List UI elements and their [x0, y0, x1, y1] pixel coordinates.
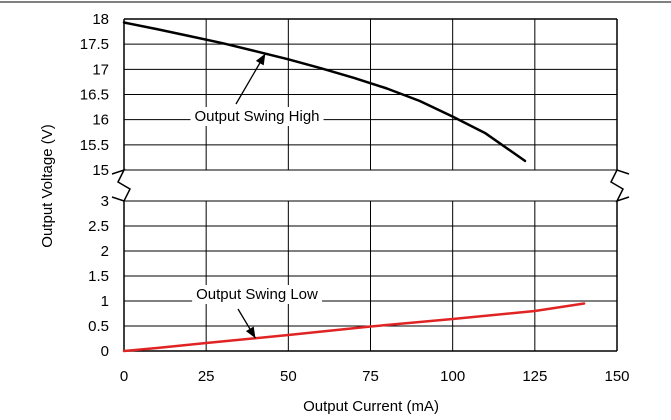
- tick-labels: 0 25 50 75 100 125 150 15 15.5 16 16.5 17 17.5 18 0 0.5…: [80, 11, 630, 385]
- x-tick-label: 75: [362, 368, 379, 385]
- x-tick-label: 0: [120, 368, 128, 385]
- axis-break-gap: [110, 171, 640, 200]
- y-tick-label: 16.5: [80, 87, 109, 104]
- y-tick-label: 15: [92, 162, 109, 179]
- axis-break-left: [111, 168, 131, 202]
- series-lines: [122, 21, 586, 353]
- series-line: [122, 302, 586, 353]
- y-tick-label: 18: [92, 11, 109, 28]
- x-tick-label: 25: [198, 368, 215, 385]
- plot-frame: [110, 18, 640, 352]
- annotation-bg: [190, 107, 324, 126]
- x-tick-label: 125: [522, 368, 547, 385]
- y-tick-label: 0.5: [88, 318, 109, 335]
- y-tick-label: 3: [101, 193, 109, 210]
- x-tick-label: 150: [604, 368, 629, 385]
- y-tick-label: 0: [101, 343, 109, 360]
- annotation-bg: [192, 285, 323, 304]
- x-tick-label: 100: [440, 368, 465, 385]
- y-tick-label: 17: [92, 61, 109, 78]
- y-tick-label: 2: [101, 243, 109, 260]
- series-line: [122, 21, 527, 163]
- y-tick-label: 16: [92, 112, 109, 129]
- arrowhead: [245, 326, 256, 339]
- series-annotation: Output Swing High: [194, 108, 319, 125]
- arrowhead: [255, 53, 266, 66]
- series-annotation: Output Swing Low: [196, 286, 318, 303]
- annotations: Output Swing High Output Swing Low: [190, 53, 324, 339]
- y-axis-title: Output Voltage (V): [39, 124, 56, 247]
- y-tick-label: 1: [101, 293, 109, 310]
- axis-break-right: [610, 169, 630, 203]
- x-tick-label: 50: [280, 368, 297, 385]
- y-tick-label: 1.5: [88, 268, 109, 285]
- x-axis-title: Output Current (mA): [303, 398, 439, 415]
- y-tick-label: 15.5: [80, 137, 109, 154]
- y-tick-label: 17.5: [80, 36, 109, 53]
- y-tick-label: 2.5: [88, 218, 109, 235]
